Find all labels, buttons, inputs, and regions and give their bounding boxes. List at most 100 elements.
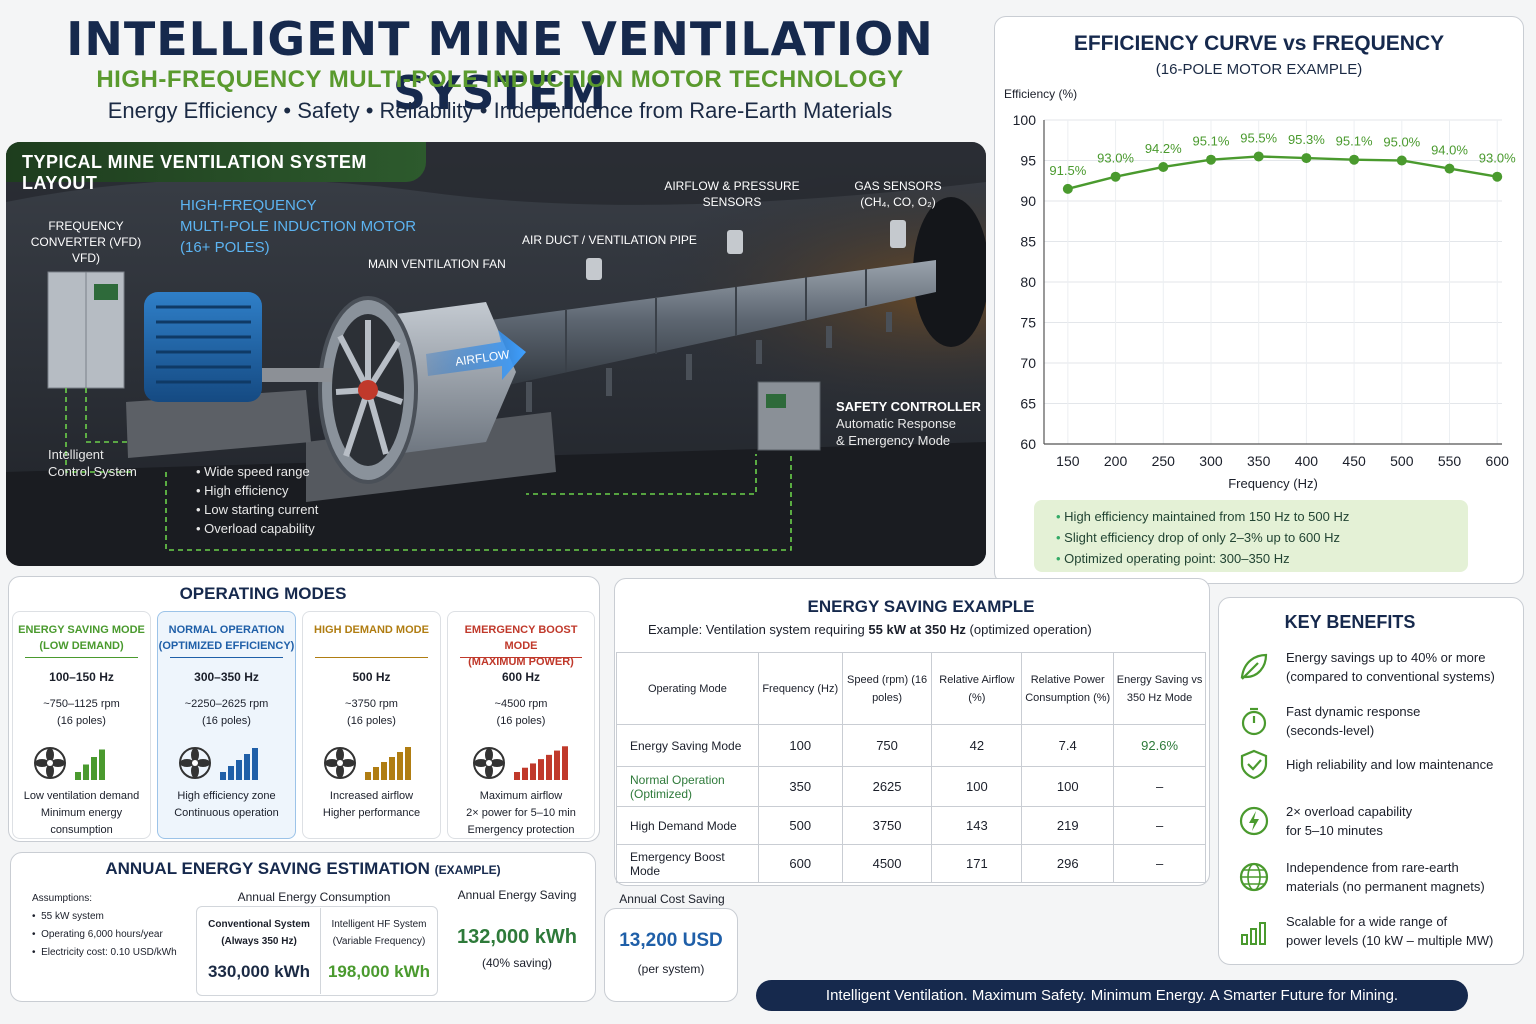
- page-subtitle: HIGH-FREQUENCY MULTI-POLE INDUCTION MOTO…: [96, 66, 904, 93]
- table-cell: High Demand Mode: [616, 806, 759, 845]
- data-point: [1444, 163, 1455, 174]
- level-bar: [388, 757, 395, 780]
- mode-card: ENERGY SAVING MODE (LOW DEMAND) 100–150 Hz…: [12, 611, 151, 839]
- key-benefits-panel: [1218, 597, 1524, 965]
- data-label: 95.1%: [1336, 134, 1373, 149]
- x-tick-label: 400: [1295, 453, 1319, 469]
- mode-rpm: ~3750 rpm (16 poles): [345, 698, 398, 727]
- level-bar: [235, 760, 242, 780]
- mode-title: ENERGY SAVING MODE (LOW DEMAND): [18, 624, 145, 652]
- control-system-label: Intelligent Control System: [48, 447, 137, 479]
- table-header: Relative Airflow (%): [931, 652, 1023, 725]
- cost-saving-sub: (per system): [637, 962, 705, 976]
- benefit-text: Scalable for a wide range of power levels…: [1286, 914, 1494, 948]
- x-tick-label: 150: [1056, 453, 1080, 469]
- level-bar: [227, 766, 234, 780]
- consumption-label: Annual Energy Consumption: [237, 890, 391, 904]
- data-point: [1349, 154, 1360, 165]
- divider: [25, 657, 138, 658]
- level-bar: [243, 754, 250, 780]
- mode-title: NORMAL OPERATION (OPTIMIZED EFFICIENCY): [158, 624, 295, 652]
- x-tick-label: 600: [1486, 453, 1510, 469]
- mode-title: HIGH DEMAND MODE: [314, 624, 429, 636]
- table-cell: 500: [757, 806, 843, 845]
- footer-banner: Intelligent Ventilation. Maximum Safety.…: [756, 980, 1468, 1011]
- mode-rpm: ~750–1125 rpm (16 poles): [43, 698, 120, 727]
- table-cell: 100: [931, 766, 1023, 807]
- table-cell: 350: [757, 766, 843, 807]
- chart-subtitle: (16-POLE MOTOR EXAMPLE): [1155, 61, 1363, 78]
- motor-label: HIGH-FREQUENCY MULTI-POLE INDUCTION MOTO…: [180, 197, 417, 256]
- y-tick-label: 80: [1020, 274, 1036, 290]
- chart-note: Optimized operating point: 300–350 Hz: [1056, 548, 1468, 569]
- table-cell: 3750: [841, 806, 933, 845]
- level-bar: [546, 754, 552, 780]
- data-label: 93.0%: [1097, 151, 1134, 166]
- y-axis-label: Efficiency (%): [1004, 87, 1077, 101]
- mode-frequency: 500 Hz: [352, 670, 391, 684]
- table-cell: Normal Operation (Optimized): [616, 766, 759, 807]
- mode-card: NORMAL OPERATION (OPTIMIZED EFFICIENCY) 30…: [157, 611, 296, 839]
- x-axis-label: Frequency (Hz): [1228, 476, 1318, 491]
- table-cell: Emergency Boost Mode: [616, 844, 759, 883]
- vfd-label: FREQUENCY CONVERTER (VFD) VFD): [30, 219, 142, 265]
- data-label: 94.2%: [1145, 141, 1182, 156]
- shield-check-icon: [1240, 749, 1268, 780]
- motor-features-list: • Wide speed range • High efficiency • L…: [196, 462, 318, 538]
- feature-item: • Overload capability: [196, 521, 315, 536]
- table-cell: 100: [757, 724, 843, 767]
- level-bars-icon: [219, 748, 258, 780]
- feature-item: • High efficiency: [196, 483, 289, 498]
- mode-title: EMERGENCY BOOST MODE (MAXIMUM POWER): [464, 624, 578, 668]
- data-point: [1253, 151, 1264, 162]
- table-cell: 42: [931, 724, 1023, 767]
- table-header-row: Operating Mode Frequency (Hz) Speed (rpm…: [616, 652, 1206, 725]
- feature-item: • Low starting current: [196, 502, 319, 517]
- y-tick-label: 75: [1020, 315, 1036, 331]
- table-header: Energy Saving vs 350 Hz Mode: [1113, 652, 1206, 725]
- bar-growth-icon: [1241, 922, 1266, 945]
- table-header: Relative Power Consumption (%): [1021, 652, 1115, 725]
- feature-item: • Wide speed range: [196, 464, 310, 479]
- cost-saving-value: 13,200 USD: [619, 930, 723, 951]
- x-tick-label: 550: [1438, 453, 1462, 469]
- level-bars-icon: [74, 749, 105, 780]
- data-point: [1062, 183, 1073, 194]
- table-cell: 4500: [841, 844, 933, 883]
- y-tick-label: 90: [1020, 193, 1036, 209]
- energy-example-desc: Example: Ventilation system requiring 55…: [648, 622, 1092, 637]
- level-bar: [554, 750, 560, 780]
- y-tick-label: 85: [1020, 234, 1036, 250]
- mode-icons: [303, 734, 440, 780]
- level-bar: [364, 772, 371, 780]
- layout-panel-title: TYPICAL MINE VENTILATION SYSTEM LAYOUT: [6, 142, 426, 193]
- data-label: 95.1%: [1193, 134, 1230, 149]
- mode-description: Increased airflow Higher performance: [322, 790, 421, 819]
- conventional-value: 330,000 kWh: [207, 962, 311, 981]
- mode-card: HIGH DEMAND MODE 500 Hz ~3750 rpm (16 poles…: [302, 611, 441, 839]
- benefit-item: Scalable for a wide range of power levels…: [1238, 912, 1514, 950]
- y-tick-label: 95: [1020, 153, 1036, 169]
- level-bar: [404, 747, 411, 780]
- chart-note: Slight efficiency drop of only 2–3% up t…: [1056, 527, 1468, 548]
- consumption-box: [196, 906, 438, 996]
- table-cell: 143: [931, 806, 1023, 845]
- chart-note: High efficiency maintained from 150 Hz t…: [1056, 506, 1468, 527]
- mode-frequency: 600 Hz: [501, 670, 541, 684]
- level-bar: [538, 759, 544, 780]
- table-cell: 219: [1021, 806, 1115, 845]
- divider: [170, 657, 283, 658]
- energy-example-title: ENERGY SAVING EXAMPLE: [807, 597, 1035, 616]
- level-bar: [219, 772, 226, 780]
- x-tick-label: 500: [1390, 453, 1414, 469]
- data-label: 91.5%: [1049, 163, 1086, 178]
- key-benefits-title: KEY BENEFITS: [1284, 612, 1416, 632]
- divider: [460, 657, 582, 658]
- table-header: Frequency (Hz): [757, 652, 843, 725]
- lightning-icon: [1239, 806, 1269, 836]
- stopwatch-icon: [1241, 707, 1267, 736]
- fan-icon: [473, 747, 505, 779]
- operating-modes-title: OPERATING MODES: [179, 584, 347, 603]
- data-label: 94.0%: [1431, 143, 1468, 158]
- mode-rpm: ~4500 rpm (16 poles): [494, 698, 548, 727]
